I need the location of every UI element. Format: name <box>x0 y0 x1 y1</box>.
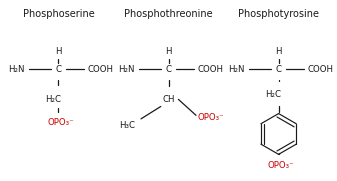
Text: COOH: COOH <box>197 65 223 74</box>
Text: H: H <box>165 47 172 56</box>
Text: H₂C: H₂C <box>45 95 61 104</box>
Text: CH: CH <box>162 95 175 104</box>
Text: OPO₃⁻: OPO₃⁻ <box>197 113 224 122</box>
Text: H: H <box>55 47 62 56</box>
Text: COOH: COOH <box>87 65 113 74</box>
Text: H₂N: H₂N <box>8 65 25 74</box>
Text: COOH: COOH <box>307 65 333 74</box>
Text: C: C <box>276 65 282 74</box>
Text: OPO₃⁻: OPO₃⁻ <box>47 118 74 127</box>
Text: Phosphotyrosine: Phosphotyrosine <box>238 9 319 19</box>
Text: Phosphoserine: Phosphoserine <box>23 9 94 19</box>
Text: C: C <box>55 65 61 74</box>
Text: OPO₃⁻: OPO₃⁻ <box>268 161 294 170</box>
Text: H₂C: H₂C <box>265 90 281 98</box>
Text: C: C <box>165 65 172 74</box>
Text: H: H <box>275 47 282 56</box>
Text: H₂N: H₂N <box>118 65 135 74</box>
Text: H₃C: H₃C <box>119 121 135 131</box>
Text: Phosphothreonine: Phosphothreonine <box>124 9 213 19</box>
Text: H₂N: H₂N <box>228 65 245 74</box>
